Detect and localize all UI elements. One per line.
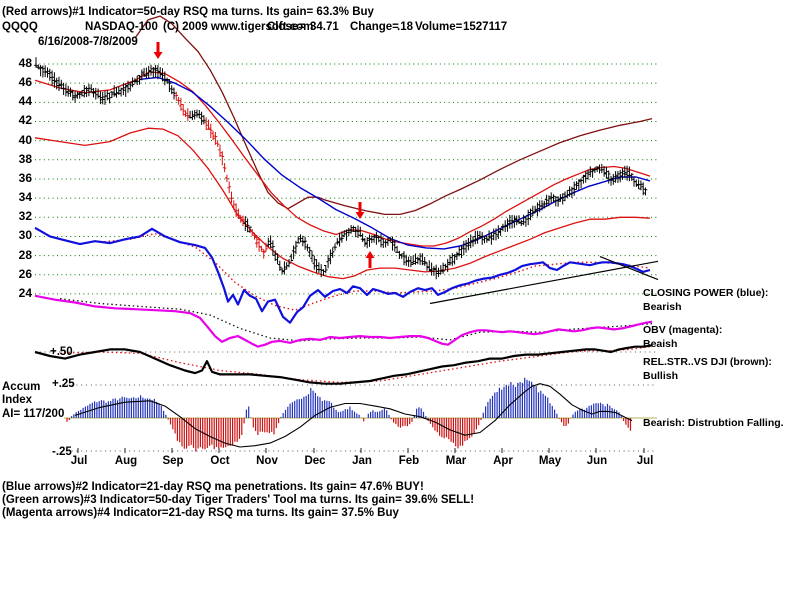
- price-tick-label: 24: [18, 286, 32, 300]
- price-tick-label: 48: [18, 56, 32, 70]
- month-label: Aug: [114, 455, 138, 467]
- month-label: Apr: [493, 455, 513, 467]
- ind-tick-minus25: -.25: [52, 446, 72, 458]
- accum-index-value: AI= 117/200: [2, 408, 65, 420]
- price-tick-label: 30: [18, 228, 32, 242]
- price-tick-label: 26: [18, 267, 32, 281]
- blue-arrows-legend: (Blue arrows)#2 Indicator=21-day RSQ ma …: [2, 481, 424, 493]
- price-tick-label: 42: [18, 113, 32, 127]
- month-label: Nov: [256, 455, 278, 467]
- month-label: Jul: [636, 455, 654, 467]
- green-arrows-legend: (Green arrows)#3 Indicator=50-day Tiger …: [2, 494, 475, 506]
- relstr-title: REL.STR..VS DJI (brown):: [643, 356, 772, 368]
- change-label: Change=: [350, 21, 399, 33]
- closing-power-status: Bearish: [643, 301, 682, 313]
- symbol-label: QQQQ: [2, 21, 38, 33]
- distribution-status: Bearish: Distrubtion Falling.: [643, 417, 784, 429]
- close-value: 34.71: [310, 21, 339, 33]
- price-tick-label: 40: [18, 133, 32, 147]
- month-label: Oct: [210, 455, 230, 467]
- date-range-label: 6/16/2008-7/8/2009: [38, 36, 138, 48]
- index-name-label: NASDAQ-100: [85, 21, 158, 33]
- red-arrows-legend: (Red arrows)#1 Indicator=50-day RSQ ma t…: [2, 6, 374, 18]
- relstr-status: Bullish: [643, 370, 679, 382]
- closing-power-title: CLOSING POWER (blue):: [643, 287, 769, 299]
- price-tick-label: 34: [18, 190, 32, 204]
- month-label: Feb: [398, 455, 420, 467]
- month-label: Dec: [304, 455, 326, 467]
- change-value: .18: [397, 21, 413, 33]
- ind-tick-plus25: +.25: [52, 378, 75, 390]
- price-tick-label: 44: [18, 94, 32, 108]
- month-label: Jan: [352, 455, 372, 467]
- volume-label: Volume=: [415, 21, 463, 33]
- magenta-arrows-legend: (Magenta arrows)#4 Indicator=21-day RSQ …: [2, 507, 399, 519]
- close-label: Close=: [267, 21, 306, 33]
- price-tick-label: 46: [18, 75, 32, 89]
- price-tick-label: 32: [18, 209, 32, 223]
- month-label: Sep: [162, 455, 184, 467]
- volume-value: 1527117: [463, 21, 508, 33]
- price-tick-label: 36: [18, 171, 32, 185]
- price-tick-label: 38: [18, 152, 32, 166]
- price-tick-label: 28: [18, 248, 32, 262]
- month-label: Mar: [445, 455, 467, 467]
- copyright-label: (C) 2009 www.tigersoft.com: [163, 21, 314, 33]
- month-label: May: [538, 455, 562, 467]
- accum-index-label-1: Accum: [2, 381, 41, 393]
- obv-title: OBV (magenta):: [643, 324, 723, 336]
- month-label: Jun: [586, 455, 608, 467]
- month-label: Jul: [70, 455, 88, 467]
- ind-tick-plus50: +.50: [50, 346, 73, 358]
- accum-index-label-2: Index: [2, 394, 33, 406]
- obv-status: Beaish: [643, 338, 678, 350]
